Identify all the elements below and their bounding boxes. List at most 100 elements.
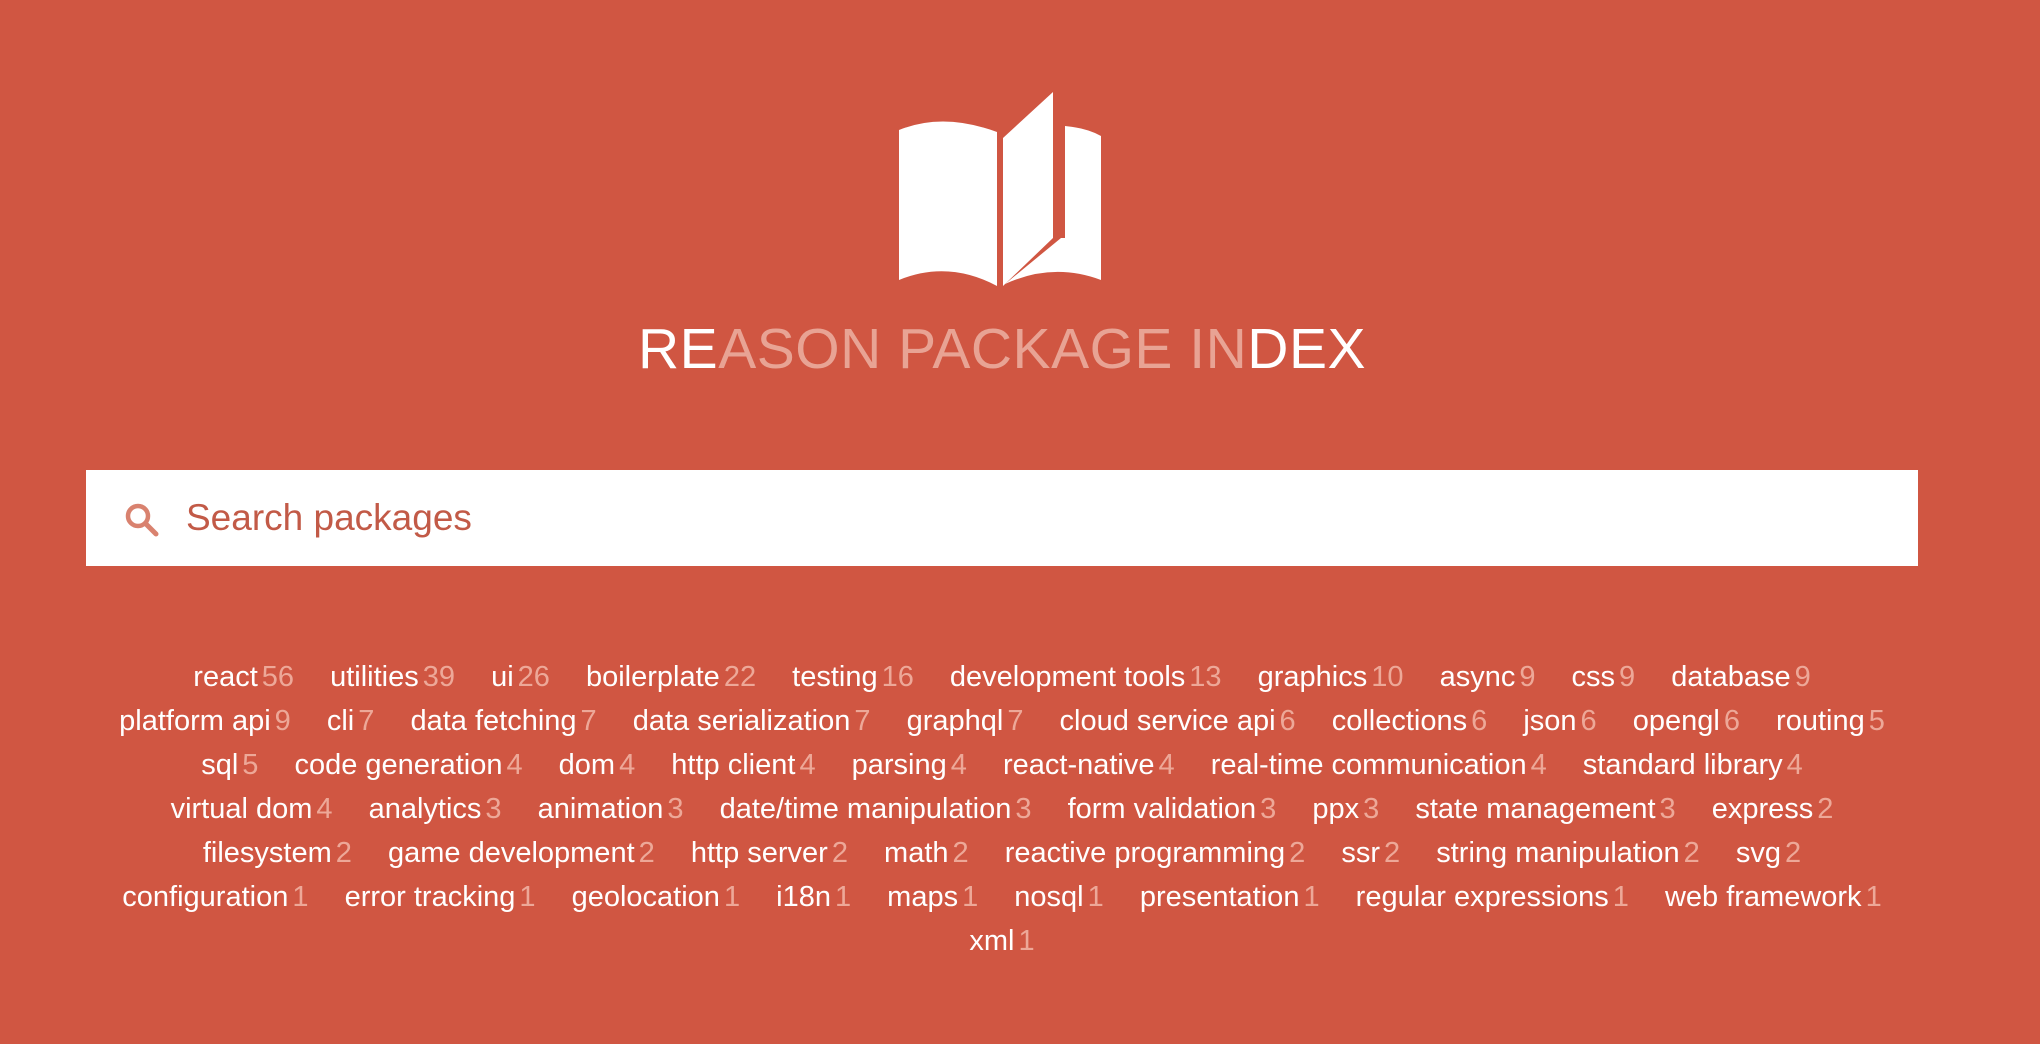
tag-link[interactable]: cli 7 xyxy=(327,699,375,743)
tag-count: 1 xyxy=(1612,881,1629,913)
tag-label: platform api xyxy=(119,705,271,737)
tag-label: code generation xyxy=(294,749,503,781)
tag-link[interactable]: filesystem 2 xyxy=(203,831,352,875)
tag-link[interactable]: collections 6 xyxy=(1332,699,1488,743)
tag-link[interactable]: maps 1 xyxy=(887,875,978,919)
tag-link[interactable]: ssr 2 xyxy=(1341,831,1400,875)
tag-count: 4 xyxy=(950,749,967,781)
open-book-icon xyxy=(899,92,1101,286)
tag-link[interactable]: reactive programming 2 xyxy=(1005,831,1306,875)
tag-label: geolocation xyxy=(571,881,720,913)
tag-count: 3 xyxy=(485,793,502,825)
tag-label: analytics xyxy=(368,793,482,825)
tag-count: 1 xyxy=(962,881,979,913)
tag-count: 1 xyxy=(1018,925,1035,957)
tag-link[interactable]: development tools 13 xyxy=(950,655,1222,699)
tag-count: 56 xyxy=(261,661,295,693)
tag-count: 2 xyxy=(1817,793,1834,825)
tag-count: 4 xyxy=(1158,749,1175,781)
tag-link[interactable]: standard library 4 xyxy=(1583,743,1803,787)
tag-label: http server xyxy=(690,837,828,869)
tag-link[interactable]: analytics 3 xyxy=(369,787,502,831)
tag-label: react-native xyxy=(1002,749,1155,781)
tag-link[interactable]: parsing 4 xyxy=(852,743,967,787)
tag-count: 4 xyxy=(799,749,816,781)
tag-count: 6 xyxy=(1279,705,1296,737)
tag-link[interactable]: graphql 7 xyxy=(907,699,1024,743)
tag-link[interactable]: virtual dom 4 xyxy=(171,787,333,831)
tag-link[interactable]: express 2 xyxy=(1712,787,1834,831)
tag-link[interactable]: boilerplate 22 xyxy=(586,655,756,699)
tag-link[interactable]: json 6 xyxy=(1523,699,1596,743)
tag-label: data fetching xyxy=(410,705,577,737)
tag-link[interactable]: css 9 xyxy=(1572,655,1636,699)
tag-count: 3 xyxy=(1659,793,1676,825)
tag-link[interactable]: string manipulation 2 xyxy=(1436,831,1700,875)
tag-link[interactable]: configuration 1 xyxy=(122,875,308,919)
search-bar[interactable] xyxy=(86,470,1918,566)
tag-link[interactable]: graphics 10 xyxy=(1258,655,1404,699)
tag-label: i18n xyxy=(776,881,831,913)
tag-cloud: react 56 utilities 39 ui 26 boilerplate 22 t… xyxy=(100,655,1904,963)
tag-link[interactable]: async 9 xyxy=(1440,655,1536,699)
tag-link[interactable]: testing 16 xyxy=(792,655,914,699)
tag-label: date/time manipulation xyxy=(719,793,1012,825)
tag-link[interactable]: ui 26 xyxy=(491,655,550,699)
tag-link[interactable]: date/time manipulation 3 xyxy=(720,787,1032,831)
tag-link[interactable]: routing 5 xyxy=(1776,699,1885,743)
tag-link[interactable]: dom 4 xyxy=(559,743,636,787)
tag-count: 7 xyxy=(358,705,375,737)
tag-count: 2 xyxy=(1785,837,1802,869)
tag-label: reactive programming xyxy=(1004,837,1286,869)
tag-count: 2 xyxy=(1683,837,1700,869)
tag-link[interactable]: react 56 xyxy=(193,655,294,699)
tag-link[interactable]: math 2 xyxy=(884,831,969,875)
tag-link[interactable]: error tracking 1 xyxy=(345,875,536,919)
tag-link[interactable]: react-native 4 xyxy=(1003,743,1175,787)
tag-label: opengl xyxy=(1632,705,1720,737)
tag-link[interactable]: database 9 xyxy=(1671,655,1810,699)
tag-link[interactable]: data fetching 7 xyxy=(410,699,596,743)
tag-link[interactable]: real-time communication 4 xyxy=(1211,743,1547,787)
tag-count: 3 xyxy=(1363,793,1380,825)
tag-link[interactable]: http server 2 xyxy=(691,831,848,875)
tag-link[interactable]: cloud service api 6 xyxy=(1060,699,1296,743)
tag-link[interactable]: nosql 1 xyxy=(1014,875,1103,919)
tag-count: 39 xyxy=(422,661,456,693)
tag-link[interactable]: ppx 3 xyxy=(1312,787,1379,831)
tag-label: boilerplate xyxy=(585,661,720,693)
tag-label: http client xyxy=(671,749,796,781)
tag-link[interactable]: web framework 1 xyxy=(1665,875,1882,919)
tag-link[interactable]: sql 5 xyxy=(201,743,258,787)
tag-link[interactable]: regular expressions 1 xyxy=(1356,875,1629,919)
tag-count: 16 xyxy=(881,661,914,693)
title-prefix: RE xyxy=(638,317,719,381)
tag-link[interactable]: geolocation 1 xyxy=(572,875,740,919)
tag-link[interactable]: form validation 3 xyxy=(1068,787,1277,831)
tag-link[interactable]: platform api 9 xyxy=(119,699,291,743)
tag-link[interactable]: code generation 4 xyxy=(294,743,522,787)
tag-link[interactable]: opengl 6 xyxy=(1633,699,1740,743)
tag-label: virtual dom xyxy=(170,793,313,825)
search-input[interactable] xyxy=(186,470,1886,566)
tag-link[interactable]: xml 1 xyxy=(969,919,1034,963)
tag-link[interactable]: data serialization 7 xyxy=(633,699,871,743)
tag-label: animation xyxy=(537,793,664,825)
tag-link[interactable]: i18n 1 xyxy=(776,875,851,919)
tag-link[interactable]: state management 3 xyxy=(1415,787,1675,831)
tag-count: 1 xyxy=(1865,881,1882,913)
tag-count: 3 xyxy=(667,793,684,825)
tag-label: regular expressions xyxy=(1355,881,1609,913)
tag-count: 9 xyxy=(274,705,291,737)
tag-link[interactable]: game development 2 xyxy=(388,831,655,875)
tag-label: web framework xyxy=(1664,881,1862,913)
tag-link[interactable]: http client 4 xyxy=(671,743,815,787)
tag-link[interactable]: svg 2 xyxy=(1736,831,1801,875)
tag-link[interactable]: animation 3 xyxy=(538,787,684,831)
tag-count: 9 xyxy=(1794,661,1811,693)
tag-count: 1 xyxy=(723,881,741,913)
tag-link[interactable]: utilities 39 xyxy=(330,655,455,699)
tag-count: 1 xyxy=(834,881,852,913)
tag-link[interactable]: presentation 1 xyxy=(1140,875,1320,919)
tag-count: 7 xyxy=(1007,705,1024,737)
